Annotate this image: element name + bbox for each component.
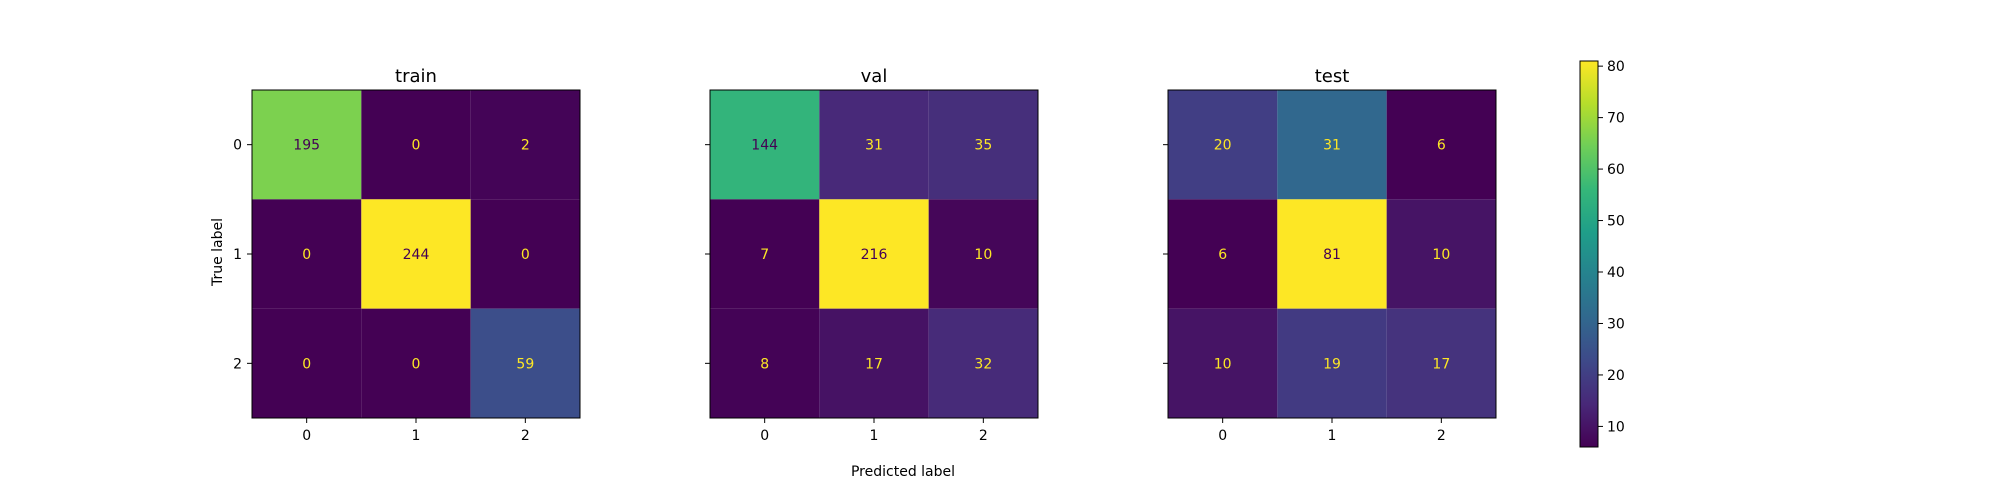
cell-value-label: 81 [1323,247,1341,263]
panel-train: 195 0 2 0 244 0 0 0 59 train 0 1 2 0 1 2 [233,66,581,444]
colorbar-tick-label: 40 [1607,265,1625,281]
heatmap-cell [252,90,362,200]
cell-value-label: 0 [302,356,311,372]
cell-value-label: 0 [521,247,530,263]
cell-value-label: 8 [760,356,769,372]
heatmap-cell [1277,308,1387,418]
colorbar-tick-label: 20 [1607,368,1625,384]
heatmap-cell [819,199,929,309]
x-axis-label: Predicted label [851,464,955,480]
heatmap-cell [1168,199,1278,309]
colorbar-tick-label: 70 [1607,111,1625,127]
cell-value-label: 216 [861,247,888,263]
heatmap-cell [710,308,820,418]
x-tick-label: 2 [1437,428,1446,444]
heatmap-cell [928,308,1038,418]
heatmap-cell [1168,308,1278,418]
y-tick-label: 0 [233,138,242,154]
cell-value-label: 32 [974,356,992,372]
heatmap-cell [252,199,362,309]
panel-title: test [1315,66,1350,87]
heatmap-cell [1277,199,1387,309]
panel-title: train [395,66,437,87]
cell-value-label: 10 [974,247,992,263]
x-tick-label: 1 [412,428,421,444]
cell-value-label: 6 [1437,138,1446,154]
heatmap-cell [928,90,1038,200]
heatmap-cell [470,90,580,200]
panel-test: 20 31 6 6 81 10 10 19 17 test 0 1 2 [1163,66,1497,444]
colorbar-tick-label: 30 [1607,316,1625,332]
cell-value-label: 2 [521,138,530,154]
cell-value-label: 59 [516,356,534,372]
x-tick-label: 0 [302,428,311,444]
cell-value-label: 31 [1323,138,1341,154]
cell-value-label: 6 [1218,247,1227,263]
heatmap-cell [928,199,1038,309]
heatmap-cell [1277,90,1387,200]
cell-value-label: 195 [293,138,320,154]
x-tick-label: 2 [979,428,988,444]
colorbar-tick-label: 50 [1607,214,1625,230]
heatmap-cell [1386,199,1496,309]
cell-value-label: 0 [412,356,421,372]
cell-value-label: 35 [974,138,992,154]
cell-value-label: 0 [412,138,421,154]
cell-value-label: 19 [1323,356,1341,372]
y-axis-label: True label [210,218,226,287]
heatmap-cell [361,199,471,309]
heatmap-cell [710,90,820,200]
cell-value-label: 17 [1432,356,1450,372]
heatmap-cell [1168,90,1278,200]
colorbar-gradient [1580,61,1598,447]
panel-title: val [861,66,888,87]
cell-value-label: 17 [865,356,883,372]
heatmap-cell [1386,308,1496,418]
heatmap-cell [361,90,471,200]
panel-val: 144 31 35 7 216 10 8 17 32 val 0 1 2 [705,66,1039,444]
cell-value-label: 10 [1432,247,1450,263]
cell-value-label: 144 [751,138,778,154]
heatmap-cell [470,199,580,309]
x-tick-label: 0 [1218,428,1227,444]
heatmap-cell [470,308,580,418]
cell-value-label: 0 [302,247,311,263]
x-tick-label: 0 [760,428,769,444]
x-tick-label: 2 [521,428,530,444]
heatmap-cell [361,308,471,418]
y-tick-label: 2 [233,356,242,372]
y-tick-label: 1 [233,247,242,263]
heatmap-cell [710,199,820,309]
cell-value-label: 10 [1214,356,1232,372]
colorbar-frame [1579,60,1599,448]
colorbar-tick-label: 60 [1607,162,1625,178]
heatmap-cell [1386,90,1496,200]
heatmap-cell [252,308,362,418]
colorbar: 10 20 30 40 50 60 70 80 [1579,59,1625,448]
cell-value-label: 20 [1214,138,1232,154]
x-tick-label: 1 [870,428,879,444]
colorbar-tick-label: 10 [1607,419,1625,435]
heatmap-cell [819,90,929,200]
colorbar-tick-label: 80 [1607,59,1625,75]
cell-value-label: 244 [403,247,430,263]
heatmap-cell [819,308,929,418]
cell-value-label: 31 [865,138,883,154]
x-tick-label: 1 [1328,428,1337,444]
cell-value-label: 7 [760,247,769,263]
